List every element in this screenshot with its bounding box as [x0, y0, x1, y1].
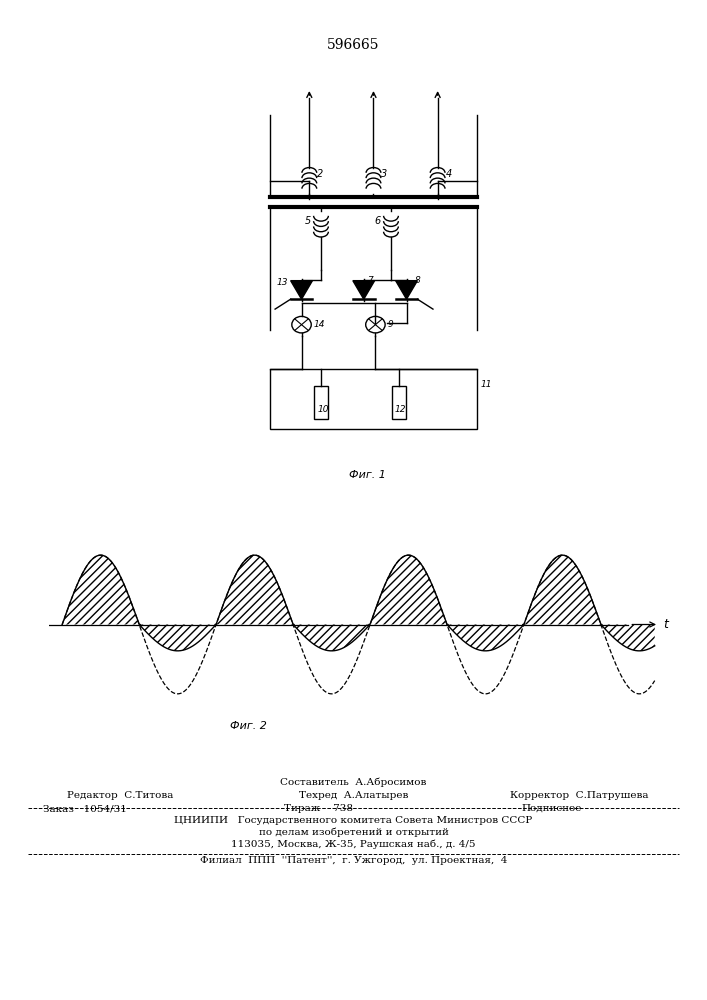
Text: ЦНИИПИ   Государственного комитета Совета Министров СССР: ЦНИИПИ Государственного комитета Совета … — [175, 816, 532, 825]
Polygon shape — [396, 281, 417, 299]
Text: 14: 14 — [314, 320, 325, 329]
Text: 8: 8 — [414, 276, 420, 285]
Text: 596665: 596665 — [327, 38, 380, 52]
Text: 6: 6 — [375, 216, 381, 226]
Text: 5: 5 — [305, 216, 311, 226]
Text: Техред  А.Алатырев: Техред А.Алатырев — [299, 791, 408, 800]
Text: 113035, Москва, Ж-35, Раушская наб., д. 4/5: 113035, Москва, Ж-35, Раушская наб., д. … — [231, 840, 476, 849]
Text: 10: 10 — [317, 405, 329, 414]
Text: Фиг. 2: Фиг. 2 — [230, 721, 267, 731]
Text: 2: 2 — [317, 169, 323, 179]
Text: Редактор  С.Титова: Редактор С.Титова — [67, 791, 173, 800]
Text: Подписное: Подписное — [521, 804, 582, 813]
Text: t: t — [663, 618, 668, 631]
Text: Фиг. 1: Фиг. 1 — [349, 470, 386, 480]
Text: 11: 11 — [480, 380, 492, 389]
Text: Филиал  ППП  ''Патент'',  г. Ужгород,  ул. Проектная,  4: Филиал ППП ''Патент'', г. Ужгород, ул. П… — [200, 856, 507, 865]
Polygon shape — [353, 281, 375, 299]
Text: по делам изобретений и открытий: по делам изобретений и открытий — [259, 828, 448, 837]
Text: 3: 3 — [381, 169, 387, 179]
Text: Тираж    738: Тираж 738 — [284, 804, 353, 813]
Text: 12: 12 — [395, 405, 407, 414]
Text: 4: 4 — [445, 169, 452, 179]
Text: Корректор  С.Патрушева: Корректор С.Патрушева — [510, 791, 649, 800]
Text: 9: 9 — [388, 320, 394, 329]
Text: 7: 7 — [368, 276, 373, 285]
Polygon shape — [291, 281, 312, 299]
Text: 13: 13 — [276, 278, 288, 287]
Text: Составитель  А.Абросимов: Составитель А.Абросимов — [280, 778, 427, 787]
Text: Заказ   1054/31: Заказ 1054/31 — [43, 804, 127, 813]
